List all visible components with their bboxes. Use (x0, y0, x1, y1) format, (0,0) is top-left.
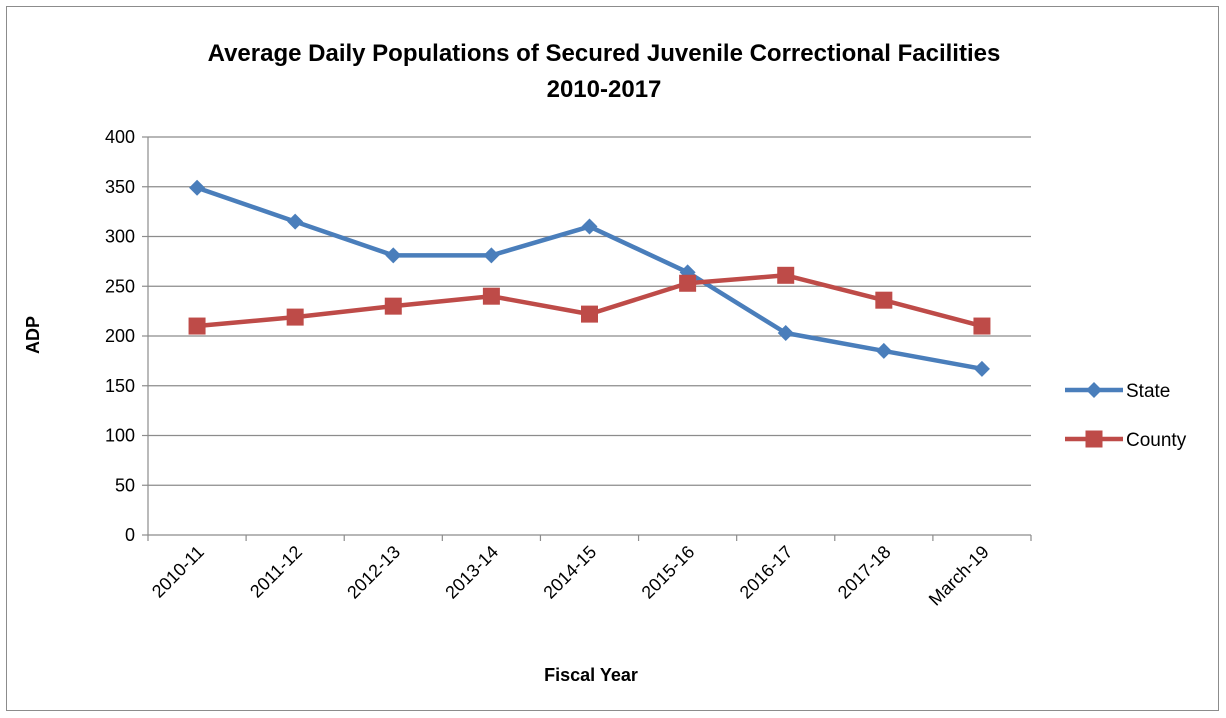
line-chart: Average Daily Populations of Secured Juv… (23, 40, 1187, 685)
legend: State County (1065, 381, 1187, 451)
x-tick-label: 2016-17 (736, 542, 797, 603)
x-tick-label: 2010-11 (148, 542, 208, 602)
series-line-state (194, 185, 985, 372)
data-point-county (777, 266, 795, 284)
gridlines (148, 136, 1031, 486)
data-point-state (287, 213, 304, 230)
y-tick-label: 250 (105, 276, 135, 296)
x-tick-label: 2014-15 (539, 542, 600, 603)
y-tick-label: 50 (115, 475, 135, 495)
x-tick-label: 2013-14 (441, 542, 502, 603)
x-tick-label: 2011-12 (246, 542, 306, 602)
series-lines (188, 179, 991, 377)
data-point-state (875, 342, 892, 359)
y-tick-label: 350 (105, 177, 135, 197)
data-point-state (189, 179, 206, 196)
legend-label-state: State (1126, 381, 1170, 402)
y-tick-label: 0 (125, 525, 135, 545)
legend-marker-state (1086, 382, 1102, 398)
data-point-county (581, 305, 598, 323)
chart-title: Average Daily Populations of Secured Juv… (208, 40, 1001, 67)
series-county (188, 266, 991, 335)
data-point-state (483, 247, 500, 264)
y-tick-label: 100 (105, 426, 135, 446)
axes (142, 136, 1032, 541)
x-tick-label: 2012-13 (343, 542, 404, 603)
data-point-county (875, 291, 893, 309)
data-point-county (286, 308, 304, 326)
y-axis-title: ADP (23, 316, 43, 354)
x-axis-title: Fiscal Year (544, 665, 638, 685)
y-tick-labels: 0 50 100 150 200 250 300 350 400 (105, 127, 135, 545)
data-point-state (581, 218, 598, 235)
legend-marker-county (1085, 430, 1103, 448)
data-point-state (385, 247, 402, 264)
x-tick-label: 2015-16 (638, 542, 699, 603)
series-state (189, 179, 990, 377)
legend-item-county: County (1065, 430, 1187, 451)
legend-label-county: County (1126, 430, 1187, 451)
data-point-state (973, 360, 990, 377)
legend-item-state: State (1065, 381, 1170, 402)
chart-subtitle: 2010-2017 (547, 76, 662, 103)
x-tick-label: 2017-18 (834, 542, 895, 603)
data-point-county (679, 274, 697, 292)
x-tick-labels: 2010-11 2011-12 2012-13 2013-14 2014-15 2015-… (148, 542, 993, 610)
y-tick-label: 150 (105, 376, 135, 396)
data-point-state (777, 325, 794, 342)
y-tick-label: 200 (105, 326, 135, 346)
data-point-county (482, 287, 500, 305)
y-tick-label: 400 (105, 127, 135, 147)
data-point-county (384, 297, 402, 315)
data-point-county (188, 317, 206, 335)
y-tick-label: 300 (105, 227, 135, 247)
chart-frame: Average Daily Populations of Secured Juv… (6, 6, 1219, 711)
x-tick-label: March-19 (925, 542, 993, 610)
data-point-county (973, 317, 991, 335)
